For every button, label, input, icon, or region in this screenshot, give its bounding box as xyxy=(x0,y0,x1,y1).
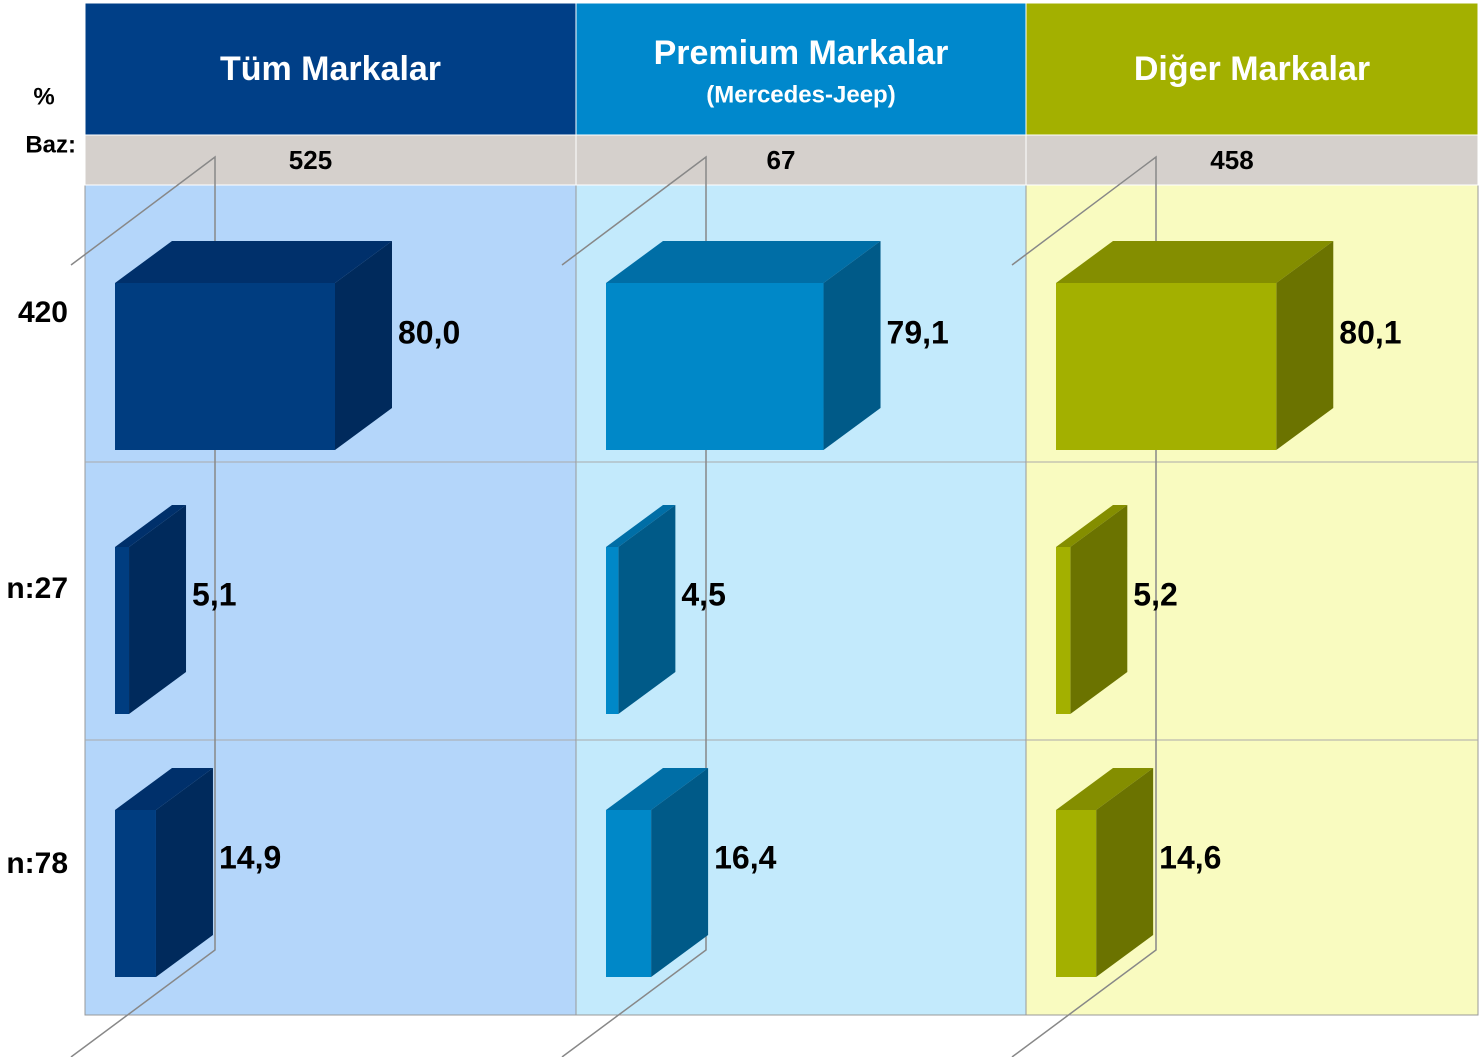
panel-title: Tüm Markalar xyxy=(220,50,441,88)
value-label: 79,1 xyxy=(887,314,949,350)
value-label: 5,2 xyxy=(1133,576,1177,612)
base-value: 67 xyxy=(767,145,796,175)
value-label: 80,0 xyxy=(398,314,460,350)
row-label: n:78 xyxy=(6,847,68,880)
bar-top xyxy=(115,505,187,547)
bar-top xyxy=(606,241,881,283)
value-label: 14,9 xyxy=(219,839,281,875)
base-value: 525 xyxy=(289,145,332,175)
bar-top xyxy=(1056,768,1154,810)
bar xyxy=(115,547,130,714)
bar xyxy=(1056,547,1071,714)
bar-side xyxy=(129,505,187,714)
wall-line xyxy=(561,155,707,1057)
panel-title: Diğer Markalar xyxy=(1134,50,1370,88)
bar xyxy=(115,283,335,450)
row-label: 420 xyxy=(18,296,68,329)
bar-top xyxy=(1056,241,1334,283)
header xyxy=(575,2,1027,136)
header xyxy=(1025,2,1479,136)
bar-side xyxy=(1276,241,1334,450)
bar xyxy=(1056,810,1097,977)
bar-side xyxy=(651,768,709,977)
value-label: 16,4 xyxy=(714,839,776,875)
bar-side xyxy=(335,241,392,450)
bar-top xyxy=(115,241,392,283)
bar-top xyxy=(606,505,676,547)
bar xyxy=(1056,283,1277,450)
value-label: 5,1 xyxy=(192,576,236,612)
value-label: 80,1 xyxy=(1339,314,1401,350)
bar-top xyxy=(606,768,709,810)
bar-side xyxy=(823,241,881,450)
bar-side xyxy=(1096,768,1154,977)
base-label: Baz: xyxy=(25,131,76,158)
bar xyxy=(606,547,619,714)
bar-side xyxy=(155,768,213,977)
bar-side xyxy=(618,505,676,714)
row-label: n:27 xyxy=(6,572,68,605)
panel-subtitle: (Mercedes-Jeep) xyxy=(706,81,895,108)
base-row xyxy=(84,134,577,186)
bar-top xyxy=(115,768,213,810)
bar xyxy=(606,810,652,977)
bar xyxy=(115,810,156,977)
bar-side xyxy=(1070,505,1128,714)
panel-title: Premium Markalar xyxy=(654,34,949,72)
base-row xyxy=(575,134,1027,186)
base-row xyxy=(1025,134,1479,186)
value-label: 4,5 xyxy=(681,576,725,612)
bar xyxy=(606,283,824,450)
value-label: 14,6 xyxy=(1159,839,1221,875)
header xyxy=(84,2,577,136)
base-value: 458 xyxy=(1210,145,1253,175)
wall-line xyxy=(70,155,216,1057)
wall-line xyxy=(1011,155,1157,1057)
unit-label: % xyxy=(33,83,54,110)
bar-top xyxy=(1056,505,1128,547)
